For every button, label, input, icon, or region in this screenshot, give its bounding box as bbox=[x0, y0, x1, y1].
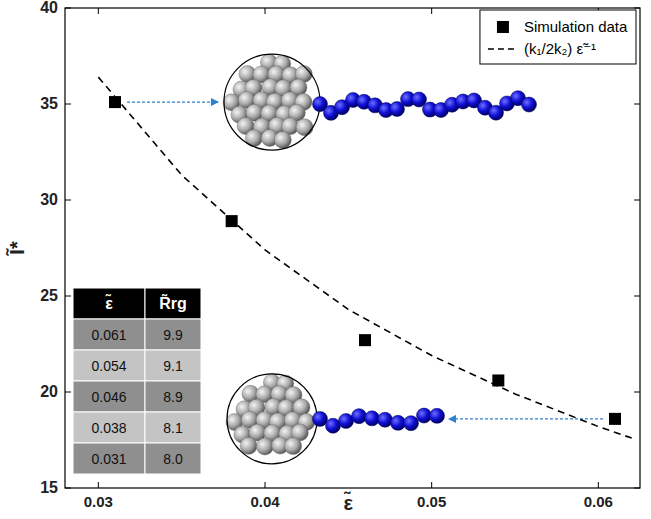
y-tick-label: 25 bbox=[40, 287, 58, 304]
x-tick bbox=[265, 8, 266, 14]
x-tick bbox=[98, 8, 99, 14]
y-axis-title: Ĩ* bbox=[6, 241, 28, 256]
chain-bead bbox=[365, 411, 380, 426]
table-cell bbox=[145, 412, 201, 443]
table-text: 9.9 bbox=[163, 327, 183, 343]
table-cell bbox=[145, 350, 201, 381]
chain-bead bbox=[339, 413, 354, 428]
chain-bead bbox=[522, 97, 537, 112]
particle-boundary bbox=[227, 374, 317, 464]
x-tick bbox=[98, 482, 99, 488]
x-tick-label: 0.05 bbox=[417, 493, 446, 510]
x-tick bbox=[431, 8, 432, 14]
x-axis-title: ε̃ bbox=[343, 491, 354, 514]
y-tick-label: 30 bbox=[40, 191, 58, 208]
table-text: 8.9 bbox=[163, 389, 183, 405]
x-tick-label: 0.04 bbox=[250, 493, 280, 510]
particle bbox=[296, 119, 313, 136]
table-header: ε̃ bbox=[105, 293, 113, 312]
fit-line bbox=[98, 77, 631, 438]
chain-bead bbox=[417, 408, 432, 423]
y-tick bbox=[634, 104, 640, 105]
table-cell bbox=[145, 319, 201, 350]
x-tick-label: 0.03 bbox=[84, 493, 113, 510]
particle-cluster bbox=[223, 54, 320, 150]
y-tick bbox=[634, 296, 640, 297]
table-text: 9.1 bbox=[163, 358, 183, 374]
table-header: R̃rg bbox=[159, 293, 187, 312]
particle-cluster bbox=[226, 374, 317, 464]
particle bbox=[274, 131, 291, 148]
chain-bead bbox=[404, 416, 419, 431]
chain-bead bbox=[352, 409, 367, 424]
y-tick-label: 20 bbox=[40, 383, 58, 400]
y-tick bbox=[634, 392, 640, 393]
particle bbox=[240, 437, 257, 454]
polymer-chain bbox=[313, 408, 445, 433]
y-tick bbox=[65, 104, 71, 105]
chain-bead bbox=[430, 408, 445, 423]
legend-symbol bbox=[497, 21, 509, 33]
chart: 0.03 0.04 0.05 0.06 15 20 25 30 35 40 ε̃ Ĩ* Simulati… bbox=[0, 0, 651, 519]
x-tick bbox=[598, 482, 599, 488]
legend: Simulation data (k₁/2k₂) ε̃⁻¹ bbox=[480, 10, 636, 64]
y-tick-label: 15 bbox=[40, 479, 58, 496]
table-cell bbox=[73, 288, 145, 319]
table-cell bbox=[73, 412, 145, 443]
chain-bead bbox=[326, 418, 341, 433]
table-cell bbox=[73, 350, 145, 381]
x-tick-label: 0.06 bbox=[584, 493, 613, 510]
y-tick bbox=[65, 200, 71, 201]
data-point bbox=[359, 334, 371, 346]
y-tick bbox=[634, 488, 640, 489]
table-text: 8.1 bbox=[163, 420, 183, 436]
x-tick bbox=[431, 482, 432, 488]
y-tick bbox=[65, 392, 71, 393]
data-point bbox=[226, 215, 238, 227]
table-cell bbox=[145, 381, 201, 412]
legend-label: (k₁/2k₂) ε̃⁻¹ bbox=[524, 40, 596, 57]
arrow bbox=[127, 101, 218, 102]
table-text: 0.054 bbox=[91, 358, 126, 374]
chain-bead bbox=[378, 412, 393, 427]
polymer-chain bbox=[313, 91, 537, 121]
y-tick bbox=[65, 296, 71, 297]
arrow bbox=[449, 418, 603, 419]
y-tick bbox=[65, 488, 71, 489]
table-text: 8.0 bbox=[163, 451, 183, 467]
table-cell bbox=[73, 381, 145, 412]
data-point bbox=[609, 413, 621, 425]
plot-frame bbox=[65, 8, 640, 488]
y-tick-label: 35 bbox=[40, 95, 58, 112]
x-tick bbox=[265, 482, 266, 488]
particle bbox=[256, 438, 273, 455]
chain-bead bbox=[391, 415, 406, 430]
table-text: 0.061 bbox=[91, 327, 126, 343]
table-cell bbox=[73, 443, 145, 474]
legend-symbol bbox=[488, 48, 518, 50]
particle bbox=[285, 438, 302, 455]
particle-boundary bbox=[224, 54, 320, 150]
table-text: 0.038 bbox=[91, 420, 126, 436]
data-group bbox=[98, 77, 631, 438]
table-cell bbox=[145, 443, 201, 474]
y-tick bbox=[634, 8, 640, 9]
table-text: 0.046 bbox=[91, 389, 126, 405]
y-tick-label: 40 bbox=[40, 0, 58, 16]
legend-box bbox=[480, 10, 636, 64]
y-tick bbox=[634, 200, 640, 201]
chain-bead bbox=[313, 411, 328, 426]
table: ε̃ R̃rg 0.061 9.9 0.054 9.1 0.046 8.9 0.038 8.1 0.… bbox=[73, 288, 201, 474]
table-cell bbox=[73, 319, 145, 350]
y-tick bbox=[65, 8, 71, 9]
table-cell bbox=[145, 288, 201, 319]
table-text: 0.031 bbox=[91, 451, 126, 467]
legend-label: Simulation data bbox=[524, 18, 628, 35]
